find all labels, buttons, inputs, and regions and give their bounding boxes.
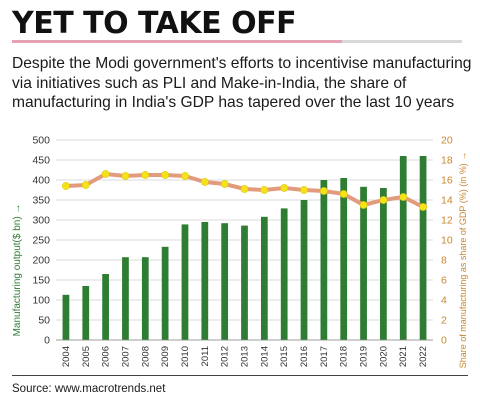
x-tick-label: 2009 (160, 346, 171, 367)
bar (260, 216, 268, 340)
x-tick-label: 2013 (240, 346, 251, 367)
bar (141, 257, 149, 340)
y-right-tick-label: 6 (441, 275, 447, 287)
line-point (379, 196, 388, 204)
y-right-tick-label: 20 (441, 135, 453, 147)
bar (380, 188, 387, 340)
bar (82, 286, 90, 340)
y-left-tick-label: 250 (32, 235, 50, 247)
bar (419, 156, 427, 340)
y-left-tick-label: 450 (32, 155, 50, 167)
bar (221, 223, 229, 340)
line-point (240, 185, 249, 193)
line-point (339, 190, 348, 198)
y-left-tick-label: 100 (32, 295, 50, 307)
y-left-tick-label: 300 (32, 215, 50, 227)
bar (300, 200, 308, 340)
x-tick-label: 2014 (259, 346, 270, 367)
y-left-tick-label: 200 (32, 255, 50, 267)
bar (62, 294, 70, 340)
line-point (121, 172, 130, 180)
x-tick-label: 2020 (378, 346, 389, 367)
bar (399, 156, 407, 340)
y-left-tick-label: 150 (32, 275, 50, 287)
y-right-tick-label: 2 (441, 315, 447, 327)
line-point (260, 186, 269, 194)
bar-series (62, 156, 427, 340)
x-tick-label: 2019 (359, 346, 370, 367)
x-tick-label: 2012 (220, 346, 231, 367)
y-right-tick-label: 16 (441, 175, 453, 187)
y-left-tick-label: 350 (32, 195, 50, 207)
y-left-tick-label: 500 (32, 135, 50, 147)
line-point (399, 193, 408, 201)
line-point (161, 171, 170, 179)
x-tick-label: 2005 (81, 346, 92, 367)
x-tick-label: 2010 (180, 346, 191, 367)
bar (320, 180, 328, 340)
line-point (419, 203, 427, 211)
y-right-tick-label: 4 (441, 295, 447, 307)
line-point (280, 184, 289, 192)
bar (201, 222, 209, 340)
x-tick-label: 2017 (319, 346, 330, 367)
line-series (62, 170, 427, 211)
x-tick-label: 2021 (398, 346, 409, 367)
y-right-tick-label: 14 (441, 195, 453, 207)
bar (241, 225, 248, 340)
chart-subtitle: Despite the Modi government's efforts to… (12, 55, 472, 111)
y-axis-right-label: Share of manufacturing as share of GDP (… (458, 152, 468, 368)
line-point (359, 201, 368, 209)
x-tick-label: 2018 (339, 346, 350, 367)
y-left-tick-label: 50 (38, 315, 50, 327)
y-right-tick-label: 0 (441, 335, 447, 347)
x-tick-label: 2008 (140, 346, 151, 367)
line-point (81, 181, 90, 189)
source-note: Source: www.macrotrends.net (12, 383, 166, 395)
x-tick-label: 2015 (279, 346, 290, 367)
bar (161, 246, 169, 340)
x-tick-label: 2007 (120, 346, 131, 367)
title-accent-bar (12, 40, 342, 43)
footer-divider (12, 375, 468, 376)
line-point (200, 178, 209, 186)
bar (280, 208, 288, 340)
x-tick-label: 2022 (418, 346, 429, 367)
y-right-tick-label: 8 (441, 255, 447, 267)
line-point (319, 187, 328, 195)
line-point (101, 170, 110, 178)
line-point (220, 180, 229, 188)
bar (340, 178, 348, 340)
line-point (62, 182, 70, 190)
y-right-tick-label: 10 (441, 235, 453, 247)
x-tick-label: 2004 (61, 346, 72, 367)
y-axis-left-label: Manufacturing output($ bn) → (12, 204, 23, 337)
y-left-tick-label: 400 (32, 175, 50, 187)
x-tick-label: 2016 (299, 346, 310, 367)
y-right-tick-label: 18 (441, 155, 453, 167)
chart-title: YET TO TAKE OFF (12, 6, 297, 41)
y-left-tick-label: 0 (44, 335, 50, 347)
line-point (181, 172, 189, 180)
y-right-tick-label: 12 (441, 215, 453, 227)
bar (360, 186, 367, 340)
line-point (141, 171, 150, 179)
axes: 0 50 100 150 200 250 300 350 400 450 500 0 2 4 6 8 10 12 1… (32, 135, 452, 368)
x-tick-label: 2006 (101, 346, 112, 367)
bar (122, 257, 129, 340)
x-tick-label: 2011 (200, 346, 211, 366)
bar (181, 224, 189, 340)
bar (102, 274, 109, 340)
line-point (300, 186, 308, 194)
